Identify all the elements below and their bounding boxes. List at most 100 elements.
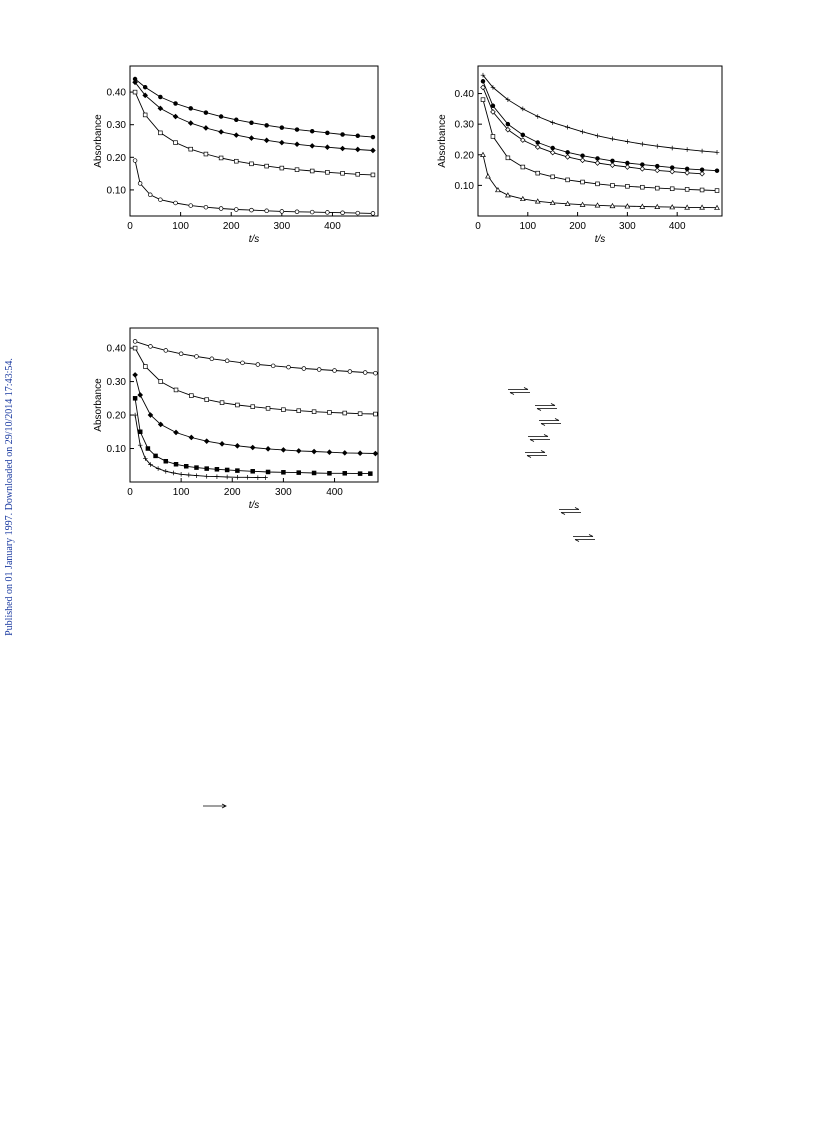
data-point [535, 140, 541, 145]
publication-side-note: Published on 01 January 1997. Downloaded… [4, 358, 15, 636]
chart-b: 0 100 200 300 400 0.10 0.20 0.30 0.40 t/s Absorban… [437, 65, 723, 245]
data-point [490, 134, 496, 139]
data-point [224, 467, 230, 473]
data-point [519, 195, 526, 202]
y-tick-label: 0.10 [107, 444, 127, 455]
data-point [325, 130, 330, 136]
data-point [699, 187, 705, 193]
fit-curve-2 [134, 82, 373, 151]
data-point [279, 209, 285, 214]
data-point [203, 438, 210, 444]
data-point [147, 412, 154, 418]
data-point [370, 211, 376, 216]
data-point [610, 136, 615, 142]
data-point [234, 158, 239, 164]
data-point [263, 137, 270, 144]
chart-a: 0 100 200 300 400 0.10 0.20 0.30 0.40 t/s Absorban… [93, 65, 379, 245]
data-point [248, 135, 255, 141]
data-point [204, 466, 209, 471]
x-tick-label: 0 [475, 221, 481, 232]
data-point [171, 470, 176, 476]
x-tick-label: 300 [619, 221, 636, 232]
data-point [172, 113, 179, 120]
data-point [654, 143, 660, 149]
data-point [219, 441, 225, 447]
data-point [579, 157, 586, 164]
data-point [520, 106, 526, 112]
data-point [294, 141, 300, 148]
y-tick-label: 0.40 [107, 88, 127, 99]
data-point [309, 143, 315, 149]
data-point [490, 85, 496, 90]
data-point [624, 203, 631, 209]
y-tick-label: 0.10 [455, 181, 475, 192]
data-point [520, 164, 526, 170]
y-tick-label: 0.20 [455, 150, 475, 161]
data-point [357, 471, 363, 476]
y-axis-title: Absorbance [437, 114, 448, 168]
data-point [565, 124, 570, 130]
data-point [669, 186, 675, 192]
y-tick-label: 0.10 [107, 185, 127, 196]
data-point [234, 207, 239, 212]
data-point [148, 344, 153, 349]
y-tick-label: 0.30 [107, 377, 127, 388]
chart-c: 0 100 200 300 400 0.10 0.20 0.30 0.40 t/s Absorban… [93, 327, 379, 511]
series-1-points [480, 72, 720, 155]
data-point [250, 469, 255, 474]
data-point [263, 475, 268, 480]
data-point [235, 475, 240, 480]
data-point [372, 450, 379, 457]
data-point [327, 471, 332, 476]
data-point [187, 120, 194, 126]
data-point [281, 470, 286, 475]
data-point [153, 453, 158, 459]
data-point [654, 203, 661, 210]
data-point [325, 170, 330, 175]
data-point [296, 470, 301, 475]
x-tick-label: 200 [569, 221, 586, 232]
equilibrium-arrow-icon [559, 507, 581, 515]
x-tick-label: 100 [172, 221, 189, 232]
y-axis-title: Absorbance [93, 114, 104, 168]
plot-frame [129, 65, 379, 217]
data-point [173, 462, 179, 467]
data-point [203, 204, 209, 210]
data-point [145, 446, 151, 451]
y-tick-label: 0.30 [107, 120, 127, 131]
fit-curve-3 [134, 374, 376, 454]
data-point [368, 471, 373, 476]
data-point [137, 392, 144, 398]
series-3-points [132, 89, 376, 178]
data-point [249, 444, 256, 451]
data-point [340, 171, 345, 176]
data-point [264, 163, 269, 169]
data-point [610, 183, 615, 188]
data-point [218, 129, 224, 135]
data-point [142, 92, 148, 99]
data-point [505, 126, 511, 133]
data-point [309, 128, 315, 134]
data-point [550, 174, 555, 180]
data-point [326, 449, 333, 455]
data-point [520, 132, 526, 138]
data-point [580, 129, 585, 135]
fit-curve-1 [134, 78, 373, 138]
data-point [480, 72, 486, 78]
x-tick-label: 0 [127, 221, 133, 232]
data-point [132, 372, 138, 378]
data-point [203, 125, 209, 131]
data-point [355, 210, 361, 216]
data-point [609, 162, 616, 168]
data-point [684, 170, 690, 176]
data-point [194, 473, 199, 478]
data-point [505, 121, 511, 127]
data-point [357, 450, 363, 457]
data-point [279, 125, 285, 130]
data-point [158, 130, 163, 136]
x-tick-label: 200 [223, 221, 240, 232]
data-point [295, 448, 302, 454]
series-2-points [132, 345, 378, 417]
series-2-points [480, 79, 720, 173]
data-point [714, 150, 720, 155]
